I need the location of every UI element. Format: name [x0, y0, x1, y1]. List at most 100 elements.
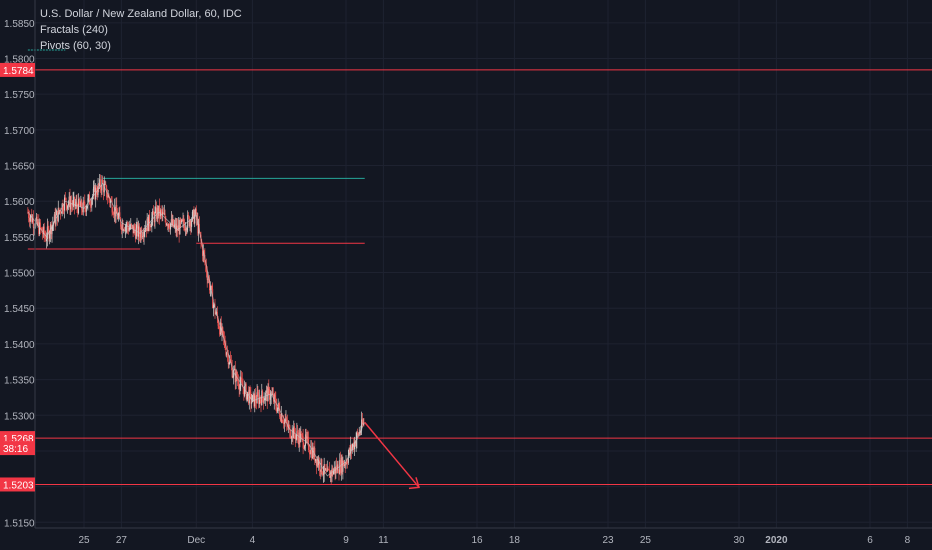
candle-body [256, 392, 258, 403]
candle-body [93, 186, 95, 189]
zigzag-line [27, 182, 366, 477]
candle-body [71, 204, 73, 206]
candle-body [175, 223, 177, 232]
candle-body [134, 230, 136, 239]
candle-body [244, 386, 246, 396]
candle-body [295, 435, 297, 440]
candle-body [50, 224, 52, 235]
candle-body [309, 452, 311, 454]
candle-body [311, 447, 313, 458]
candle-body [228, 363, 230, 365]
candle-body [95, 188, 97, 200]
y-tick-label: 1.5350 [4, 376, 35, 387]
candle-body [336, 465, 338, 471]
candle-body [304, 434, 306, 446]
candle-body [79, 204, 81, 207]
y-tick-label: 1.5750 [4, 90, 35, 101]
candle-body [283, 422, 285, 425]
candle-body [62, 203, 64, 211]
time-axis[interactable]: 25 27 Dec 4 9 11 16 18 23 25 30 2020 6 8 [35, 527, 932, 546]
candle-body [241, 377, 243, 381]
candle-body [167, 224, 169, 227]
candle-body [290, 437, 292, 439]
x-tick-label: 25 [78, 535, 90, 546]
candle-body [223, 331, 225, 338]
candle-body [104, 184, 106, 186]
candle-body [348, 448, 350, 456]
candle-body [168, 224, 170, 228]
candle-body [162, 212, 164, 215]
candle-body [226, 353, 228, 355]
candle-body [297, 431, 299, 437]
candle-body [316, 459, 318, 466]
candle-body [324, 464, 326, 471]
x-tick-label: 9 [343, 535, 349, 546]
candle-body [48, 228, 50, 239]
candle-body [267, 387, 269, 402]
candle-body [202, 245, 204, 256]
candle-body [42, 226, 44, 235]
candle-body [304, 445, 306, 449]
indicator-fractals[interactable]: Fractals (240) [40, 24, 108, 36]
candle-body [323, 464, 325, 475]
candle-body [294, 434, 296, 440]
candle-body [252, 393, 254, 396]
chart-grid [35, 0, 932, 528]
candle-body [183, 219, 185, 225]
indicator-pivots[interactable]: Pivots (60, 30) [40, 40, 111, 52]
candle-body [350, 445, 352, 453]
candle-body [67, 203, 69, 206]
candle-body [234, 368, 236, 383]
candle-body [37, 222, 39, 225]
candle-body [337, 464, 339, 474]
candle-body [113, 206, 115, 215]
candle-body [317, 459, 319, 466]
candle-body [285, 418, 287, 421]
candle-body [278, 403, 280, 409]
candle-body [35, 216, 37, 221]
candle-body [205, 264, 207, 273]
candle-body [84, 202, 86, 208]
x-tick-label: 2020 [765, 535, 788, 546]
y-tick-label: 1.5700 [4, 126, 35, 137]
candle-body [260, 399, 262, 406]
candle-body [212, 304, 214, 309]
candle-body [277, 403, 279, 408]
candle-body [102, 183, 104, 193]
candle-body [152, 211, 154, 219]
candle-body [121, 222, 123, 231]
candle-body [92, 195, 94, 200]
candle-body [177, 225, 179, 231]
candle-body [141, 236, 143, 238]
candle-body [161, 211, 163, 215]
candle-body [100, 188, 102, 191]
candle-body [322, 474, 324, 475]
symbol-title[interactable]: U.S. Dollar / New Zealand Dollar, 60, ID… [40, 8, 242, 20]
candle-body [236, 372, 238, 380]
candle-body [218, 325, 220, 329]
candle-body [262, 390, 264, 398]
candle-body [153, 214, 155, 223]
candle-body [229, 359, 231, 364]
candle-body [243, 388, 245, 396]
candle-body [253, 393, 255, 407]
candle-body [86, 205, 88, 209]
candle-body [180, 219, 182, 223]
candle-body [169, 227, 171, 230]
candle-body [333, 467, 335, 471]
candle-body [202, 250, 204, 256]
candle-body [89, 204, 91, 206]
candle-body [66, 204, 68, 209]
candle-body [78, 198, 80, 205]
x-tick-label: 11 [378, 535, 389, 546]
candle-body [319, 469, 321, 472]
candle-body [63, 210, 65, 212]
x-tick-label: 23 [602, 535, 614, 546]
candle-body [195, 208, 197, 215]
candle-body [185, 228, 187, 231]
candle-body [192, 209, 194, 212]
candle-body [81, 200, 83, 210]
candle-body [280, 414, 282, 421]
candle-body [99, 179, 101, 189]
